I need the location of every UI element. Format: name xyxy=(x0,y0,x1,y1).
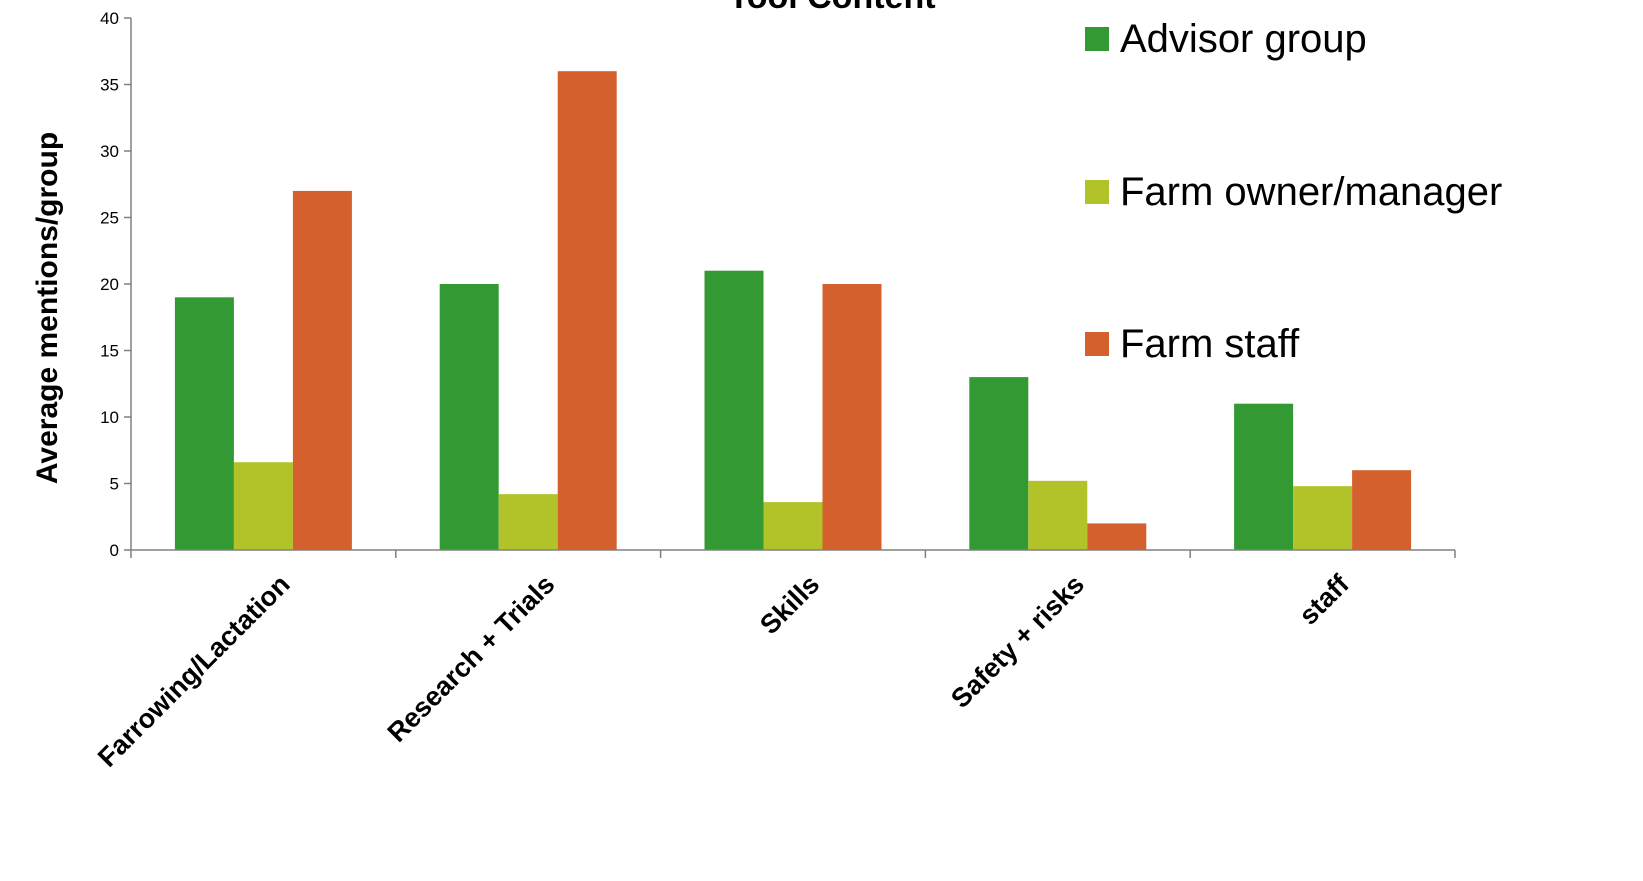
bar-advisor-group-farrowing-lactation xyxy=(174,297,234,550)
bar-advisor-group-staff xyxy=(1234,403,1294,550)
bar-advisor-group-research-trials xyxy=(439,284,499,550)
legend-swatch xyxy=(1085,27,1109,51)
bar-farm-staff-skills xyxy=(822,284,882,550)
y-tick-label: 30 xyxy=(100,142,119,161)
legend: Advisor group Farm owner/manager Farm staf… xyxy=(1085,17,1502,366)
y-axis-title: Average mentions/group xyxy=(31,132,64,484)
x-axis: Farrowing/Lactation Research + Trials Skil… xyxy=(92,549,1456,773)
bar-farm-staff-farrowing-lactation xyxy=(292,190,352,550)
legend-swatch xyxy=(1085,332,1109,356)
bar-farm-owner-manager-farrowing-lactation xyxy=(233,462,293,550)
bar-farm-staff-research-trials xyxy=(557,71,617,550)
y-tick-label: 35 xyxy=(100,76,119,95)
bar-farm-staff-safety-risks xyxy=(1087,523,1147,550)
bar-advisor-group-skills xyxy=(704,270,764,550)
x-category-label: Farrowing/Lactation xyxy=(92,569,296,773)
x-category-label: Skills xyxy=(754,569,825,640)
bar-farm-owner-manager-research-trials xyxy=(498,494,558,550)
bars-group xyxy=(174,71,1412,550)
x-category-label: Safety + risks xyxy=(945,569,1090,714)
legend-label: Farm staff xyxy=(1120,322,1300,366)
legend-label: Farm owner/manager xyxy=(1120,170,1502,214)
y-tick-label: 10 xyxy=(100,408,119,427)
bar-farm-owner-manager-skills xyxy=(763,502,823,550)
x-category-label: staff xyxy=(1293,568,1355,630)
bar-advisor-group-safety-risks xyxy=(969,377,1029,550)
y-tick-label: 40 xyxy=(100,9,119,28)
y-tick-label: 5 xyxy=(110,475,119,494)
bar-farm-staff-staff xyxy=(1352,470,1412,550)
x-category-label: Research + Trials xyxy=(382,569,561,748)
legend-swatch xyxy=(1085,180,1109,204)
y-tick-label: 25 xyxy=(100,209,119,228)
legend-label: Advisor group xyxy=(1120,17,1367,61)
y-tick-label: 15 xyxy=(100,342,119,361)
y-tick-label: 20 xyxy=(100,275,119,294)
y-tick-label: 0 xyxy=(110,541,119,560)
y-axis: 0 5 10 15 20 25 30 35 40 xyxy=(100,9,132,560)
bar-farm-owner-manager-safety-risks xyxy=(1028,480,1088,550)
chart-title: Tool Content xyxy=(728,0,935,16)
bar-farm-owner-manager-staff xyxy=(1293,486,1353,550)
